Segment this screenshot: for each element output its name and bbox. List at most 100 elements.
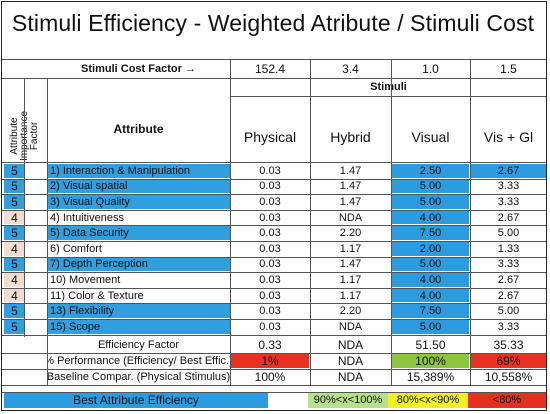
- row-8-visual: 4.00: [392, 288, 469, 303]
- row-5-physical: 0.03: [259, 242, 281, 255]
- row-3-attribute: 4) Intuitiveness: [50, 211, 124, 224]
- grid-line: [2, 241, 546, 242]
- cost-factor-visgl: 1.5: [500, 62, 517, 76]
- row-10-importance-factor: 5: [4, 320, 25, 334]
- legend-yellow: 80%<x<90%: [388, 392, 468, 408]
- row-9-visgl: 5.00: [497, 305, 520, 318]
- grid-line: [391, 59, 392, 385]
- grid-line: [2, 384, 546, 386]
- row-0-attribute: 1) Interaction & Manipulation: [47, 164, 230, 178]
- row-6-physical: 0.03: [259, 258, 281, 271]
- row-8-visgl: 2.67: [497, 289, 520, 302]
- grid-line: [230, 59, 231, 385]
- row-1-importance-factor: 5: [4, 179, 25, 194]
- legend-green: 90%<x<100%: [308, 392, 388, 408]
- summary-0-label: Efficiency Factor: [97, 338, 180, 351]
- summary-2-physical: 100%: [254, 369, 286, 384]
- grid-line: [2, 319, 546, 320]
- row-8-importance-factor: 4: [4, 288, 25, 303]
- grid-line: [310, 59, 311, 385]
- row-10-physical: 0.03: [259, 320, 281, 333]
- row-3-physical: 0.03: [259, 211, 281, 224]
- row-0-physical: 0.03: [259, 164, 281, 177]
- column-header-physical: Physical: [243, 129, 297, 145]
- grid-line: [2, 352, 546, 354]
- summary-1-physical: 1%: [231, 353, 309, 368]
- grid-line: [2, 256, 546, 258]
- row-10-hybrid: NDA: [338, 320, 363, 333]
- legend-red: <80%: [468, 392, 546, 408]
- row-2-visual: 5.00: [392, 195, 469, 209]
- row-9-hybrid: 2.20: [339, 305, 362, 318]
- row-1-visual: 5.00: [392, 179, 469, 194]
- summary-1-visgl: 69%: [471, 353, 546, 368]
- row-4-visual: 7.50: [392, 226, 469, 240]
- row-9-importance-factor: 5: [4, 304, 25, 318]
- row-2-hybrid: 1.47: [339, 195, 362, 208]
- grid-line: [2, 303, 546, 305]
- row-8-physical: 0.03: [259, 289, 281, 302]
- row-7-visgl: 2.67: [497, 273, 520, 286]
- column-header-visual: Visual: [411, 129, 450, 145]
- row-9-physical: 0.03: [259, 305, 281, 318]
- row-6-visual: 5.00: [392, 257, 469, 272]
- column-header-visgl: Vis + Gl: [483, 129, 534, 145]
- grid-line: [24, 78, 25, 337]
- page-title: Stimuli Efficiency - Weighted Atribute /…: [11, 10, 535, 36]
- row-3-hybrid: NDA: [338, 211, 363, 224]
- summary-2-visgl: 10,558%: [484, 369, 533, 384]
- summary-0-physical: 0.33: [258, 337, 282, 352]
- row-10-attribute: 15) Scope: [47, 320, 230, 334]
- row-2-physical: 0.03: [259, 195, 281, 208]
- row-1-physical: 0.03: [259, 180, 281, 193]
- column-header-hybrid: Hybrid: [330, 129, 371, 145]
- row-4-attribute: 5) Data Security: [47, 226, 230, 240]
- row-10-visual: 5.00: [392, 320, 469, 334]
- row-7-importance-factor: 4: [4, 273, 25, 287]
- grid-line: [2, 59, 546, 60]
- summary-1-visual: 100%: [392, 353, 469, 368]
- row-0-visual: 2.50: [392, 164, 469, 178]
- summary-2-visual: 15,389%: [406, 369, 455, 384]
- grid-line: [2, 194, 546, 196]
- row-9-attribute: 13) Flexibility: [47, 304, 230, 318]
- summary-1-hybrid: NDA: [337, 353, 364, 368]
- row-9-visual: 7.50: [392, 304, 469, 318]
- row-2-visgl: 3.33: [497, 195, 520, 208]
- row-8-attribute: 11) Color & Texture: [50, 289, 144, 302]
- importance-factor-header: Attribute Importance Factor: [9, 111, 40, 161]
- legend-best: Best Attribute Efficiency: [4, 392, 268, 408]
- summary-0-hybrid: NDA: [337, 337, 364, 352]
- row-6-importance-factor: 5: [4, 257, 25, 272]
- grid-line: [2, 209, 546, 211]
- row-5-visual: 2.00: [392, 242, 469, 256]
- summary-0-visgl: 35.33: [493, 337, 524, 352]
- row-0-hybrid: 1.47: [339, 164, 362, 177]
- row-0-importance-factor: 5: [4, 164, 25, 178]
- row-7-hybrid: 1.17: [339, 273, 362, 286]
- row-5-attribute: 6) Comfort: [50, 242, 102, 255]
- attribute-header: Attribute: [113, 122, 164, 136]
- grid-line: [230, 96, 546, 97]
- grid-line: [2, 78, 546, 79]
- summary-1-label: % Performance (Efficiency/ Best Effic.): [47, 354, 230, 367]
- grid-line: [2, 368, 546, 370]
- row-6-visgl: 3.33: [497, 258, 520, 271]
- cost-factor-visual: 1.0: [422, 62, 439, 76]
- grid-line: [2, 162, 546, 163]
- summary-0-visual: 51.50: [415, 337, 446, 352]
- stimuli-header: Stimuli: [370, 81, 407, 93]
- grid-line: [2, 272, 546, 274]
- grid-line: [470, 59, 471, 385]
- row-8-hybrid: 1.17: [339, 289, 362, 302]
- row-2-importance-factor: 5: [4, 195, 25, 209]
- row-6-hybrid: 1.47: [339, 258, 362, 271]
- cost-factor-label: Stimuli Cost Factor →: [81, 63, 196, 75]
- legend-white: [268, 392, 308, 408]
- row-6-attribute: 7) Depth Perception: [47, 257, 230, 272]
- row-5-hybrid: 1.17: [339, 242, 362, 255]
- summary-2-hybrid: NDA: [337, 369, 364, 384]
- row-4-visgl: 5.00: [497, 227, 520, 240]
- row-3-visgl: 2.67: [497, 211, 520, 224]
- row-4-physical: 0.03: [259, 227, 281, 240]
